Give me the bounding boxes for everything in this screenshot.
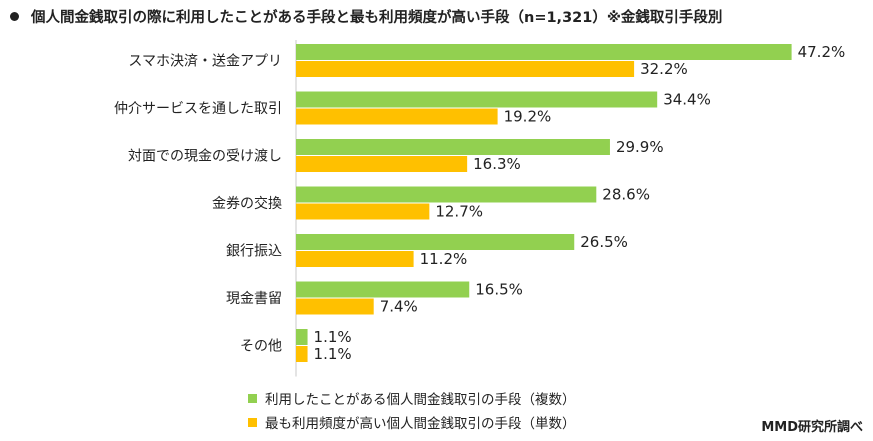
category-label: スマホ決済・送金アプリ <box>128 54 282 70</box>
legend-label-series1: 利用したことがある個人間金銭取引の手段（複数） <box>265 392 576 408</box>
data-label-series2: 11.2% <box>420 250 468 268</box>
data-label-series1: 16.5% <box>475 281 523 299</box>
bar-series2 <box>296 203 430 220</box>
bar-series2 <box>296 298 374 315</box>
bar-series2 <box>296 251 414 267</box>
legend-item-series1: 利用したことがある個人間金銭取引の手段（複数） <box>248 386 576 410</box>
legend-label-series2: 最も利用頻度が高い個人間金銭取引の手段（単数） <box>265 416 576 432</box>
bar-series1 <box>296 139 610 155</box>
data-label-series1: 47.2% <box>798 43 846 61</box>
bar-series2 <box>296 156 468 172</box>
legend: 利用したことがある個人間金銭取引の手段（複数） 最も利用頻度が高い個人間金銭取引… <box>248 386 576 434</box>
bar-series2 <box>296 108 498 125</box>
data-label-series2: 19.2% <box>504 108 552 126</box>
category-label: 金券の交換 <box>212 195 282 212</box>
legend-swatch-series2 <box>248 417 257 427</box>
source-note: MMD研究所調べ <box>761 420 863 435</box>
data-label-series1: 28.6% <box>602 186 650 204</box>
category-label: 仲介サービスを通した取引 <box>114 101 282 117</box>
legend-swatch-series1 <box>248 393 257 403</box>
data-label-series2: 32.2% <box>640 60 688 78</box>
bar-series1 <box>296 281 470 298</box>
bar-series1 <box>296 234 575 250</box>
data-label-series1: 34.4% <box>663 91 711 109</box>
value-labels: 47.2% 32.2% 34.4% 19.2% 29.9% 16.3% 28.6% 12.7%… <box>314 43 846 363</box>
category-label: 銀行振込 <box>226 244 282 260</box>
bars <box>296 44 792 362</box>
legend-item-series2: 最も利用頻度が高い個人間金銭取引の手段（単数） <box>248 410 576 434</box>
bar-series1 <box>296 329 308 345</box>
category-label: 対面での現金の受け渡し <box>128 149 282 165</box>
bar-series1 <box>296 91 658 108</box>
bar-series2 <box>296 61 635 77</box>
chart-title: 個人間金銭取引の際に利用したことがある手段と最も利用頻度が高い手段（n=1,32… <box>10 6 870 27</box>
data-label-series1: 26.5% <box>580 233 628 251</box>
bullet-icon <box>10 11 19 21</box>
bar-series1 <box>296 44 792 60</box>
category-label: 現金書留 <box>226 291 282 307</box>
data-label-series2: 16.3% <box>473 155 521 173</box>
bar-series1 <box>296 186 597 203</box>
data-label-series1: 29.9% <box>616 138 664 156</box>
data-label-series2: 7.4% <box>380 298 418 316</box>
data-label-series1: 1.1% <box>314 328 352 346</box>
category-label: その他 <box>240 339 282 355</box>
bar-series2 <box>296 346 308 362</box>
chart-title-text: 個人間金銭取引の際に利用したことがある手段と最も利用頻度が高い手段（n=1,32… <box>31 10 723 26</box>
category-labels: スマホ決済・送金アプリ仲介サービスを通した取引対面での現金の受け渡し金券の交換銀… <box>114 54 282 355</box>
data-label-series2: 12.7% <box>435 203 483 221</box>
data-label-series2: 1.1% <box>314 345 352 363</box>
